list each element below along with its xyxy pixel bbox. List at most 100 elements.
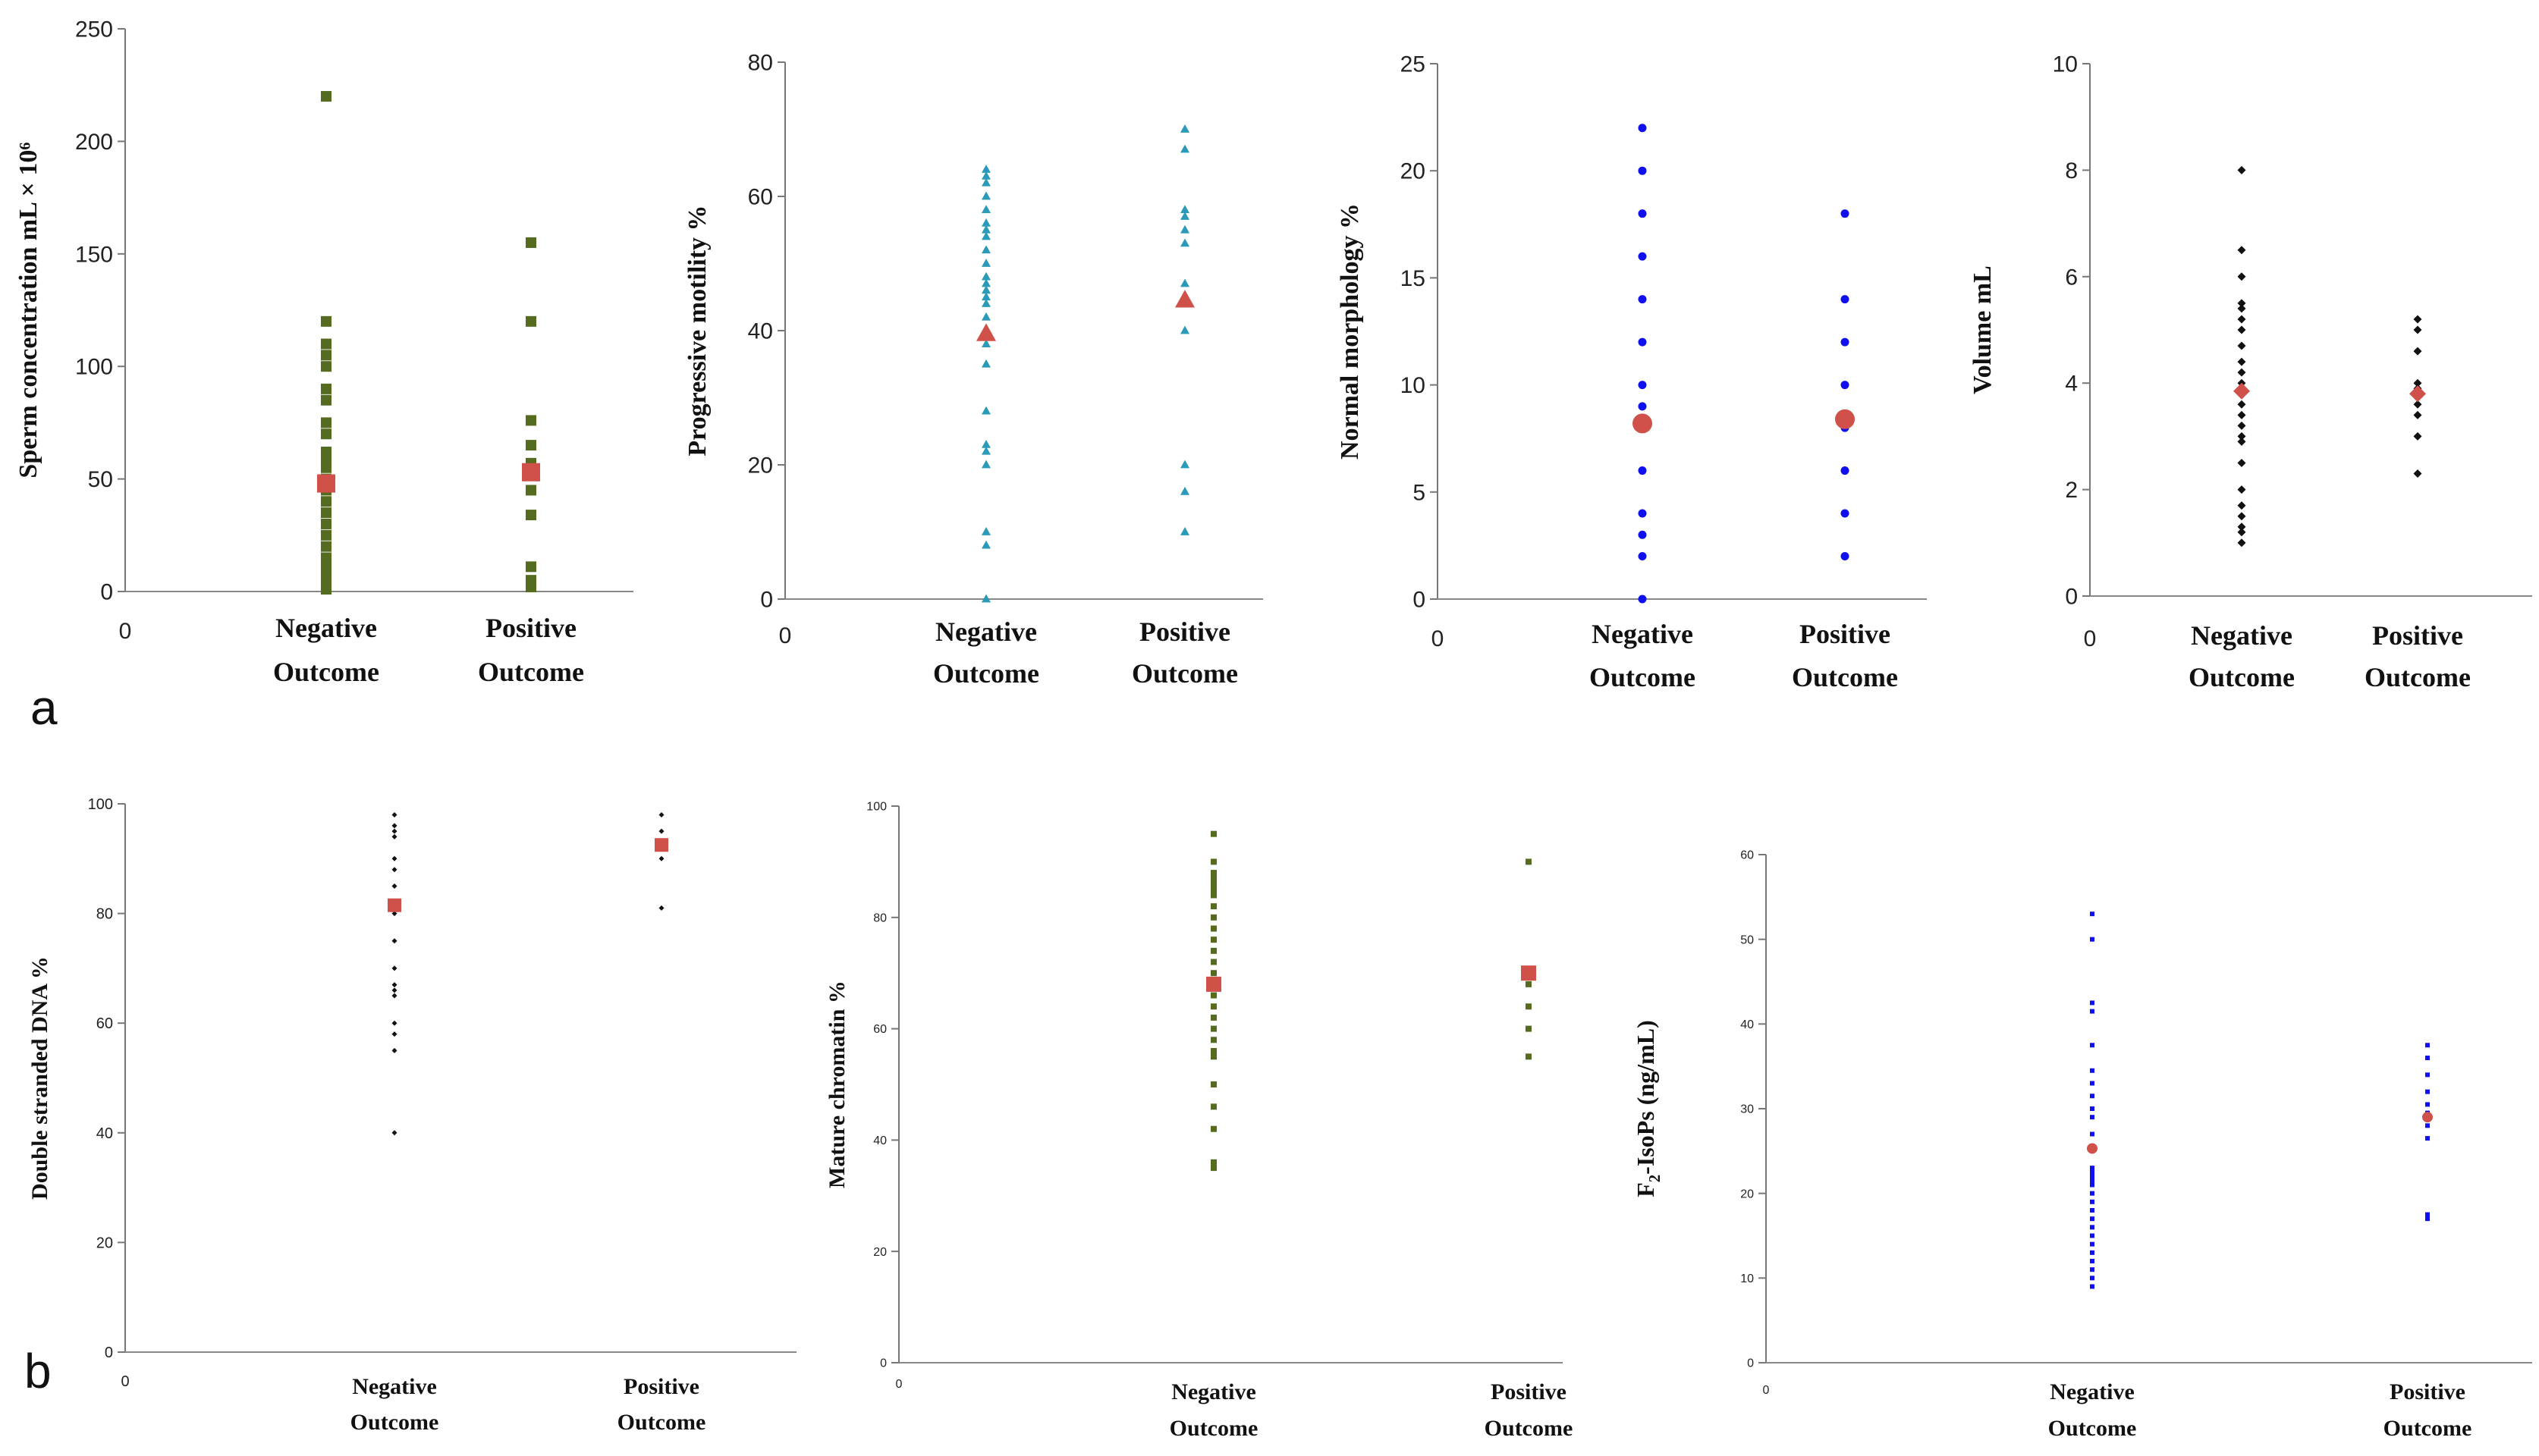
y-axis-title: F2-IsoPs (ng/mL) xyxy=(1632,1020,1664,1197)
data-point xyxy=(1211,830,1217,837)
x-origin-label: 0 xyxy=(1763,1384,1770,1397)
data-point xyxy=(391,811,398,817)
data-point xyxy=(2237,368,2246,377)
y-axis-title-sub: 2 xyxy=(1646,1175,1664,1182)
data-point xyxy=(2090,1250,2094,1255)
data-point xyxy=(2413,469,2422,479)
data-point xyxy=(982,594,991,603)
category-label: Positive Outcome xyxy=(1132,617,1238,689)
x-origin-label: 0 xyxy=(119,619,132,644)
series-1 xyxy=(658,811,665,911)
y-tick-label: 0 xyxy=(100,580,113,605)
data-point xyxy=(1638,252,1647,261)
category-label: Negative Outcome xyxy=(933,617,1039,689)
data-point xyxy=(1180,527,1189,535)
data-point xyxy=(1211,1159,1217,1166)
data-point xyxy=(2090,1182,2094,1188)
data-point xyxy=(2237,522,2246,532)
data-point xyxy=(526,510,536,521)
data-point xyxy=(658,828,665,834)
data-point xyxy=(2413,315,2422,324)
data-point xyxy=(2090,1225,2094,1230)
data-point xyxy=(1211,892,1217,899)
y-tick-label: 30 xyxy=(1740,1103,1754,1116)
y-tick-label: 100 xyxy=(88,796,113,813)
data-point xyxy=(982,278,991,287)
data-point xyxy=(321,417,332,428)
data-point xyxy=(2090,1191,2094,1196)
data-point xyxy=(982,312,991,321)
y-tick-label: 8 xyxy=(2065,158,2078,184)
data-point xyxy=(2425,1123,2430,1128)
data-point xyxy=(321,91,332,102)
data-point xyxy=(982,460,991,469)
data-point xyxy=(2090,1106,2094,1111)
data-point xyxy=(1211,886,1217,893)
data-point xyxy=(1840,552,1849,561)
data-point xyxy=(2090,1216,2094,1222)
y-tick-label: 40 xyxy=(1740,1018,1754,1031)
y-tick-label: 20 xyxy=(748,453,773,479)
data-point xyxy=(982,245,991,254)
data-point xyxy=(982,271,991,281)
data-point xyxy=(391,1130,398,1136)
y-tick-label: 6 xyxy=(2065,265,2078,290)
data-point xyxy=(658,905,665,911)
category-label: Negative Outcome xyxy=(1170,1379,1259,1441)
category-label: Negative Outcome xyxy=(2189,620,2295,692)
data-point xyxy=(1638,337,1647,347)
data-point xyxy=(1211,1047,1217,1054)
data-point xyxy=(1638,595,1647,604)
y-tick-label: 10 xyxy=(1400,373,1425,398)
data-point xyxy=(1180,486,1189,495)
data-point xyxy=(2425,1089,2430,1094)
y-tick-label: 40 xyxy=(748,319,773,344)
data-point xyxy=(2413,410,2422,419)
data-point xyxy=(1180,278,1189,287)
data-point xyxy=(1638,530,1647,539)
data-point xyxy=(2237,485,2246,494)
data-point xyxy=(1840,381,1849,390)
data-point xyxy=(526,415,536,426)
data-point xyxy=(1180,238,1189,247)
y-tick-label: 80 xyxy=(873,912,887,924)
data-point xyxy=(1211,1025,1217,1032)
data-point xyxy=(2090,1094,2094,1099)
y-tick-label: 40 xyxy=(873,1134,887,1147)
mean-marker xyxy=(655,838,668,852)
data-point xyxy=(391,883,398,889)
data-point xyxy=(321,462,332,473)
data-point xyxy=(321,584,332,595)
data-point xyxy=(391,911,398,917)
data-point xyxy=(526,485,536,496)
data-point xyxy=(2425,1136,2430,1141)
mean-marker xyxy=(2409,385,2426,403)
data-point xyxy=(321,518,332,529)
data-point xyxy=(1180,144,1189,153)
mean-marker xyxy=(388,898,401,912)
data-point xyxy=(2090,1174,2094,1179)
data-point xyxy=(982,231,991,240)
data-point xyxy=(2237,528,2246,537)
data-point xyxy=(2237,341,2246,350)
data-point xyxy=(2090,1169,2094,1175)
data-point xyxy=(2237,246,2246,255)
x-origin-label: 0 xyxy=(896,1378,903,1391)
x-origin-label: 0 xyxy=(779,623,792,648)
y-tick-label: 0 xyxy=(760,588,773,613)
data-point xyxy=(2237,501,2246,510)
data-point xyxy=(2237,165,2246,174)
data-point xyxy=(982,171,991,180)
mean-marker xyxy=(1632,413,1652,434)
data-point xyxy=(2425,1212,2430,1217)
data-point xyxy=(1638,295,1647,304)
data-point xyxy=(2090,1009,2094,1014)
data-point xyxy=(2237,325,2246,334)
data-point xyxy=(2090,1115,2094,1120)
y-axis-title: Normal morphology % xyxy=(1336,203,1364,460)
y-tick-label: 150 xyxy=(75,242,113,267)
data-point xyxy=(982,205,991,214)
category-label: Negative Outcome xyxy=(350,1374,439,1435)
data-point xyxy=(2090,1000,2094,1006)
